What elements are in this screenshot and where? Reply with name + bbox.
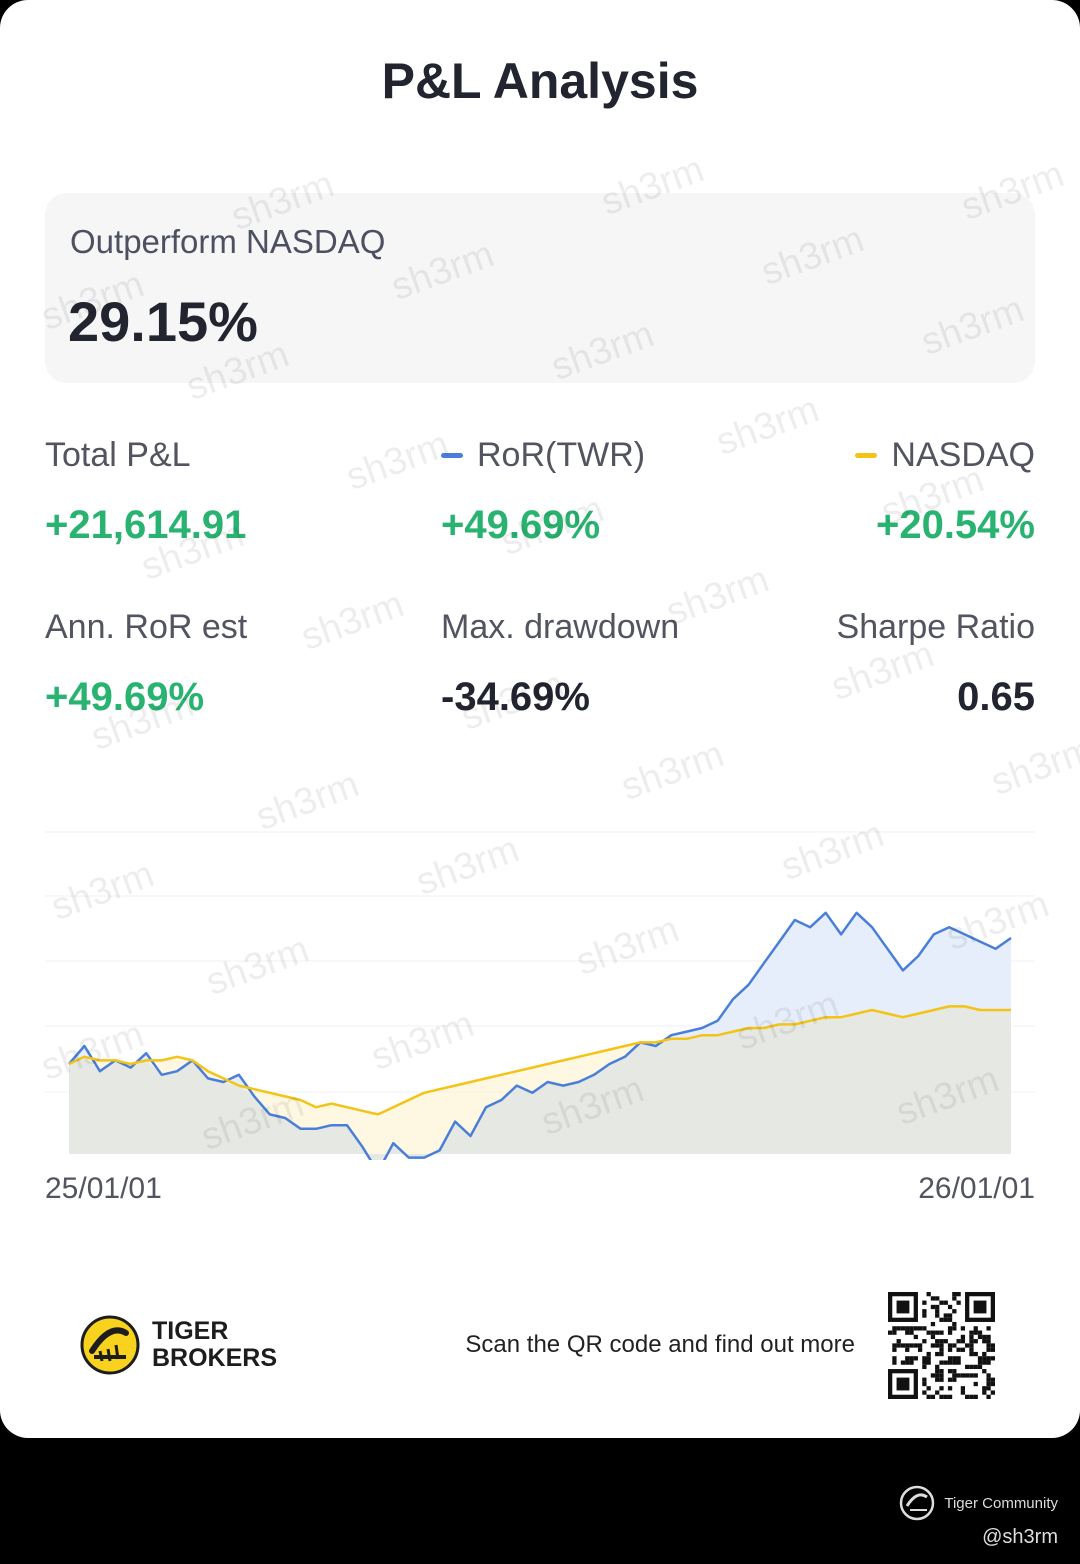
- ror-twr-value: +49.69%: [441, 503, 601, 547]
- ann-ror-value: +49.69%: [45, 675, 205, 719]
- ror-twr-stat: RoR(TWR) +49.69%: [441, 436, 771, 548]
- page-title: P&L Analysis: [381, 53, 699, 109]
- ror-legend-marker: [441, 452, 463, 458]
- brand-line-2: BROKERS: [152, 1344, 278, 1372]
- nasdaq-stat: NASDAQ +20.54%: [705, 436, 1035, 548]
- nasdaq-legend-marker: [855, 452, 878, 458]
- sharpe-label: Sharpe Ratio: [836, 608, 1035, 646]
- total-pnl-value: +21,614.91: [45, 503, 247, 547]
- tiger-logo-icon: [80, 1315, 140, 1375]
- pnl-card: P&L Analysis Outperform NASDAQ 29.15% To…: [0, 0, 1080, 1438]
- sharpe-value: 0.65: [957, 675, 1035, 719]
- sharpe-stat: Sharpe Ratio 0.65: [705, 608, 1035, 720]
- max-drawdown-stat: Max. drawdown -34.69%: [441, 608, 771, 720]
- x-axis-start-label: 25/01/01: [45, 1172, 162, 1205]
- brand-name: TIGER BROKERS: [152, 1318, 277, 1372]
- nasdaq-label: NASDAQ: [891, 436, 1035, 474]
- scan-text: Scan the QR code and find out more: [465, 1331, 855, 1358]
- ann-ror-stat: Ann. RoR est +49.69%: [45, 608, 375, 720]
- total-pnl-stat: Total P&L +21,614.91: [45, 436, 375, 548]
- ann-ror-label: Ann. RoR est: [45, 608, 248, 646]
- max-drawdown-label: Max. drawdown: [441, 608, 680, 646]
- ror-twr-label: RoR(TWR): [477, 436, 646, 474]
- brand-line-1: TIGER: [152, 1317, 229, 1345]
- outperform-value: 29.15%: [68, 290, 258, 353]
- user-handle: @sh3rm: [982, 1526, 1058, 1548]
- tiger-community-label: Tiger Community: [944, 1494, 1058, 1512]
- qr-code-icon[interactable]: [888, 1292, 995, 1399]
- tiger-community-badge: Tiger Community: [898, 1484, 1058, 1522]
- max-drawdown-value: -34.69%: [441, 675, 590, 719]
- x-axis-end-label: 26/01/01: [918, 1172, 1035, 1205]
- outperform-panel: Outperform NASDAQ 29.15%: [45, 193, 1035, 383]
- tiger-community-icon: [900, 1485, 935, 1521]
- overlap-area: [69, 1006, 1011, 1160]
- total-pnl-label: Total P&L: [45, 436, 191, 474]
- outperform-label: Outperform NASDAQ: [70, 223, 386, 260]
- nasdaq-value: +20.54%: [875, 503, 1035, 547]
- watermark-text: sh3rm: [985, 728, 1080, 804]
- watermark-text: sh3rm: [615, 733, 730, 809]
- performance-chart: [45, 831, 1035, 1160]
- series-line-nasdaq: [68, 1005, 1011, 1116]
